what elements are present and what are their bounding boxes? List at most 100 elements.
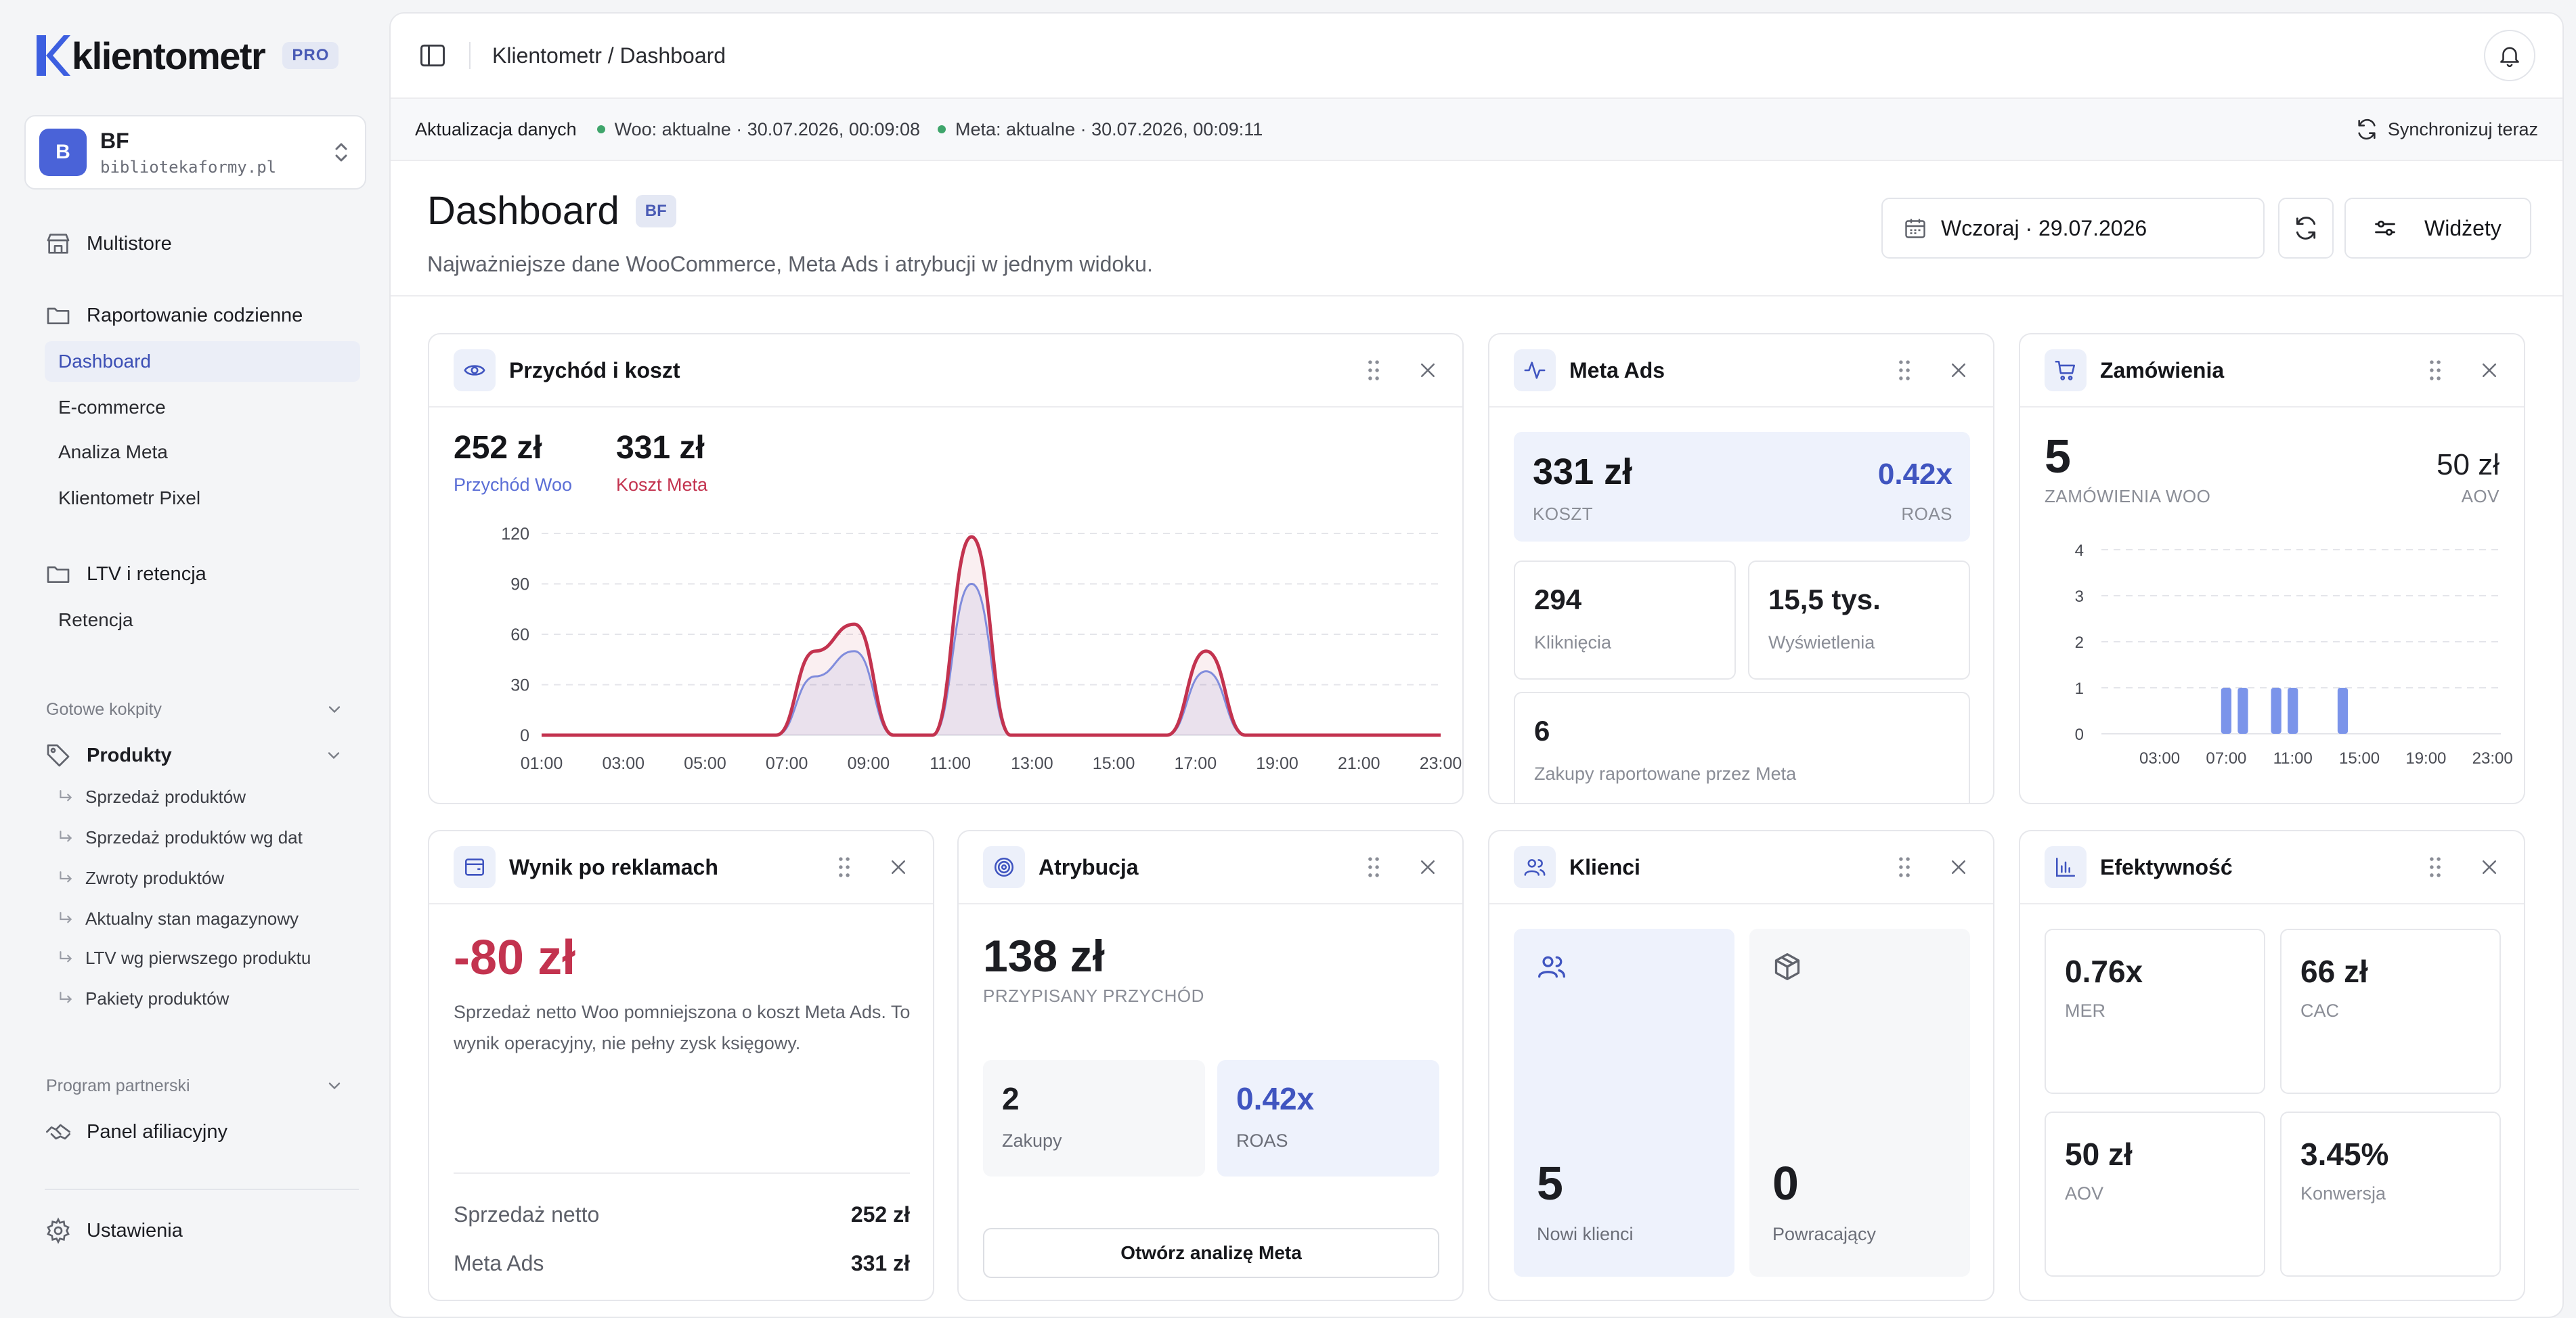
brand-logo[interactable]: klientometr PRO: [34, 32, 339, 79]
revenue-cost-card: Przychód i koszt 252 zł Przychód Woo 331…: [428, 333, 1464, 804]
meta-cost-label: Koszt Meta: [616, 475, 708, 495]
row-label: Meta Ads: [454, 1251, 544, 1275]
revenue-cost-chart: 0 30 60 90 120 01:00 03:00 05:00 07:00 09:00 11:00…: [501, 525, 1462, 773]
close-icon[interactable]: [2479, 857, 2499, 877]
store-switcher[interactable]: B BF bibliotekaformy.pl: [24, 115, 366, 190]
drag-handle-icon[interactable]: [2425, 856, 2445, 879]
nav-affiliate-panel[interactable]: Panel afiliacyjny: [24, 1112, 366, 1152]
nav-meta-analysis[interactable]: Analiza Meta: [58, 441, 168, 462]
nav-partner-program[interactable]: Program partnerski: [46, 1074, 344, 1098]
nav-ltv-retention[interactable]: LTV i retencja: [24, 554, 366, 594]
card-title: Atrybucja: [1039, 854, 1139, 879]
nav-ready-cockpits[interactable]: Gotowe kokpity: [46, 697, 344, 722]
attribution-roas-value: 0.42x: [1236, 1081, 1315, 1116]
nav-products-label: Produkty: [87, 744, 172, 766]
y-tick-label: 0: [520, 726, 529, 745]
conversion-value: 3.45%: [2300, 1137, 2389, 1172]
x-tick-label: 11:00: [930, 754, 971, 773]
topbar: Klientometr / Dashboard: [391, 14, 2562, 99]
widgets-button[interactable]: Widżety: [2344, 198, 2531, 259]
nav-product-sales-by-date-label: Sprzedaż produktów wg dat: [85, 827, 303, 848]
nav-retention[interactable]: Retencja: [58, 609, 133, 630]
refresh-button[interactable]: [2278, 198, 2334, 259]
users-icon: [1538, 956, 1565, 978]
y-tick-label: 90: [510, 575, 529, 594]
chevron-down-icon: [328, 752, 340, 760]
drag-handle-icon[interactable]: [1363, 856, 1384, 879]
drag-handle-icon[interactable]: [2425, 359, 2445, 382]
attributed-purchases-value: 2: [1002, 1081, 1020, 1116]
nav-settings[interactable]: Ustawienia: [24, 1210, 366, 1251]
corner-down-right-icon: [60, 911, 72, 923]
pro-badge: PRO: [282, 42, 339, 69]
notifications-button[interactable]: [2484, 30, 2535, 81]
close-icon[interactable]: [888, 857, 909, 877]
meta-purchases-value: 6: [1534, 715, 1550, 747]
nav-products[interactable]: Produkty: [24, 735, 366, 776]
close-icon[interactable]: [2479, 360, 2499, 380]
drag-handle-icon[interactable]: [1894, 856, 1915, 879]
returning-clients-label: Powracający: [1772, 1224, 1877, 1244]
close-icon[interactable]: [1418, 360, 1438, 380]
nav-ltv-first-product[interactable]: LTV wg pierwszego produktu: [57, 948, 311, 969]
gear-icon: [47, 1217, 70, 1244]
cac-tile: 66 zł CAC: [2280, 929, 2501, 1094]
nav-ecommerce[interactable]: E-commerce: [58, 397, 166, 418]
nav-product-sales-by-date[interactable]: Sprzedaż produktów wg dat: [57, 827, 303, 848]
close-icon[interactable]: [1948, 360, 1969, 380]
ads-result-description: Sprzedaż netto Woo pomniejszona o koszt …: [454, 1002, 911, 1053]
conversion-tile: 3.45% Konwersja: [2280, 1112, 2501, 1277]
returning-clients-value: 0: [1772, 1157, 1799, 1210]
bar-chart-icon: [2055, 857, 2076, 877]
target-icon: [994, 857, 1014, 877]
drag-handle-icon[interactable]: [1363, 359, 1384, 382]
nav-stock-level[interactable]: Aktualny stan magazynowy: [57, 908, 299, 929]
woo-revenue-value: 252 zł: [454, 430, 542, 466]
nav-product-returns[interactable]: Zwroty produktów: [57, 868, 224, 889]
woo-sync-status: Woo: aktualne · 30.07.2026, 00:09:08: [596, 119, 920, 140]
nav-daily-reporting[interactable]: Raportowanie codzienne: [24, 295, 366, 336]
store-badge: BF: [635, 194, 676, 227]
handshake-icon: [46, 1124, 70, 1140]
nav-settings-label: Ustawienia: [87, 1219, 183, 1242]
open-meta-analysis-button[interactable]: Otwórz analizę Meta: [983, 1228, 1439, 1278]
folder-icon: [47, 307, 70, 324]
nav-affiliate-panel-label: Panel afiliacyjny: [87, 1120, 227, 1143]
sync-now-button[interactable]: Synchronizuj teraz: [2355, 118, 2538, 141]
x-tick-label: 03:00: [602, 754, 645, 773]
cac-value: 66 zł: [2300, 954, 2368, 989]
card-title: Zamówienia: [2100, 357, 2225, 382]
nav-multistore-label: Multistore: [87, 232, 172, 255]
meta-purchases-label: Zakupy raportowane przez Meta: [1534, 764, 1797, 784]
nav-product-bundles-label: Pakiety produktów: [85, 988, 230, 1009]
nav-ready-cockpits-label: Gotowe kokpity: [46, 699, 162, 719]
drag-handle-icon[interactable]: [1894, 359, 1915, 382]
y-tick-label: 2: [2075, 634, 2084, 652]
nav-klientometr-pixel[interactable]: Klientometr Pixel: [58, 487, 201, 508]
sidebar-toggle-icon[interactable]: [418, 41, 447, 70]
meta-sync-status: Meta: aktualne · 30.07.2026, 00:09:11: [937, 119, 1263, 140]
close-icon[interactable]: [1418, 857, 1438, 877]
nav-multistore[interactable]: Multistore: [24, 223, 366, 264]
mer-tile: 0.76x MER: [2045, 929, 2265, 1094]
mer-value: 0.76x: [2065, 954, 2143, 989]
nav-product-sales[interactable]: Sprzedaż produktów: [57, 787, 246, 808]
corner-down-right-icon: [60, 871, 72, 882]
meta-cost-label: KOSZT: [1533, 504, 1594, 524]
y-tick-label: 3: [2075, 588, 2084, 606]
chevron-up-down-icon: [335, 143, 347, 162]
meta-clicks-label: Kliknięcia: [1534, 632, 1612, 653]
mer-label: MER: [2065, 1001, 2105, 1021]
nav-stock-level-label: Aktualny stan magazynowy: [85, 908, 299, 929]
orders-aov-label: AOV: [2461, 486, 2499, 506]
date-picker[interactable]: Wczoraj · 29.07.2026: [1881, 198, 2265, 259]
close-icon[interactable]: [1948, 857, 1969, 877]
drag-handle-icon[interactable]: [834, 856, 854, 879]
orders-count-label: ZAMÓWIENIA WOO: [2045, 486, 2211, 506]
corner-down-right-icon: [60, 991, 72, 1003]
nav-dashboard[interactable]: Dashboard: [45, 341, 360, 382]
orders-card: Zamówienia 5 ZAMÓWIENIA WOO 50 zł AOV 0 1…: [2019, 333, 2525, 804]
nav-daily-reporting-label: Raportowanie codzienne: [87, 304, 303, 326]
x-tick-label: 23:00: [1420, 754, 1462, 773]
nav-product-bundles[interactable]: Pakiety produktów: [57, 988, 229, 1009]
